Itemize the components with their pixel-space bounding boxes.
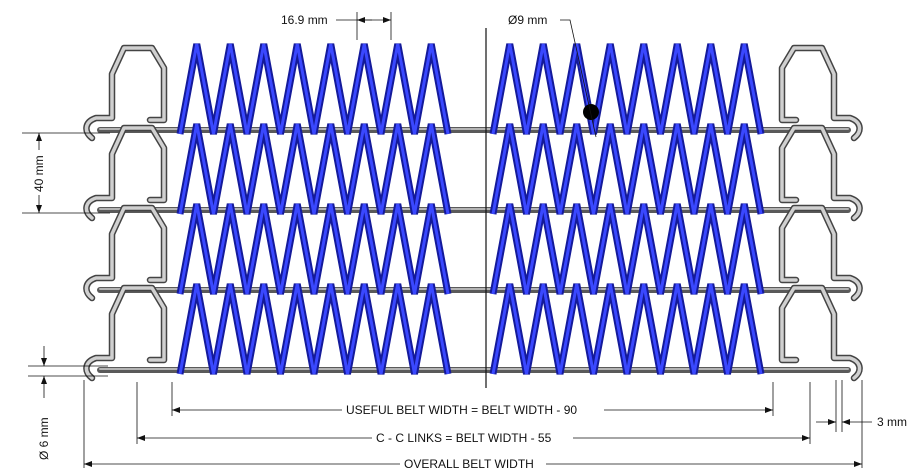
cc-links-label: C - C LINKS = BELT WIDTH - 55 [376, 431, 552, 445]
edge-links [83, 44, 863, 382]
edge-link [778, 124, 863, 222]
overall-width-label: OVERALL BELT WIDTH [404, 457, 534, 469]
spiral-coil-highlight [491, 283, 763, 375]
edge-link [778, 284, 863, 382]
spiral-coil-highlight [491, 43, 763, 135]
edge-link [778, 204, 863, 302]
edge-link [778, 44, 863, 142]
wire-diameter-leader [560, 19, 597, 138]
spiral-coil [176, 43, 452, 135]
edge-offset-label: 3 mm [877, 415, 907, 429]
edge-link-highlight [780, 126, 862, 220]
spiral-coil [176, 283, 452, 375]
edge-link [83, 284, 168, 382]
spiral-coil-highlight [178, 203, 450, 295]
wire-diameter-label: Ø9 mm [508, 13, 547, 27]
wire-diameter-marker [583, 104, 599, 120]
edge-link-highlight [84, 126, 166, 220]
edge-link-highlight [84, 286, 166, 380]
edge-link [83, 204, 168, 302]
row-pitch-label: 40 mm [32, 155, 46, 192]
spiral-coil-highlight [178, 283, 450, 375]
spiral-coil-highlight [178, 43, 450, 135]
edge-link-highlight [780, 46, 862, 140]
edge-link-highlight [780, 206, 862, 300]
spiral-coil [489, 283, 765, 375]
spiral-coil [176, 123, 452, 215]
spiral-coil [489, 123, 765, 215]
spiral-coil-highlight [491, 203, 763, 295]
spiral-coils [176, 43, 765, 375]
spiral-coil [176, 203, 452, 295]
pitch-label: 16.9 mm [281, 13, 328, 27]
rod-diameter-label: Ø 6 mm [37, 417, 51, 460]
spiral-coil-highlight [178, 123, 450, 215]
edge-link-highlight [84, 46, 166, 140]
spiral-coil [489, 203, 765, 295]
spiral-coil-highlight [491, 123, 763, 215]
edge-link [83, 44, 168, 142]
spiral-coil [489, 43, 765, 135]
edge-link-highlight [780, 286, 862, 380]
edge-link-highlight [84, 206, 166, 300]
edge-link [83, 124, 168, 222]
useful-width-label: USEFUL BELT WIDTH = BELT WIDTH - 90 [346, 403, 577, 417]
